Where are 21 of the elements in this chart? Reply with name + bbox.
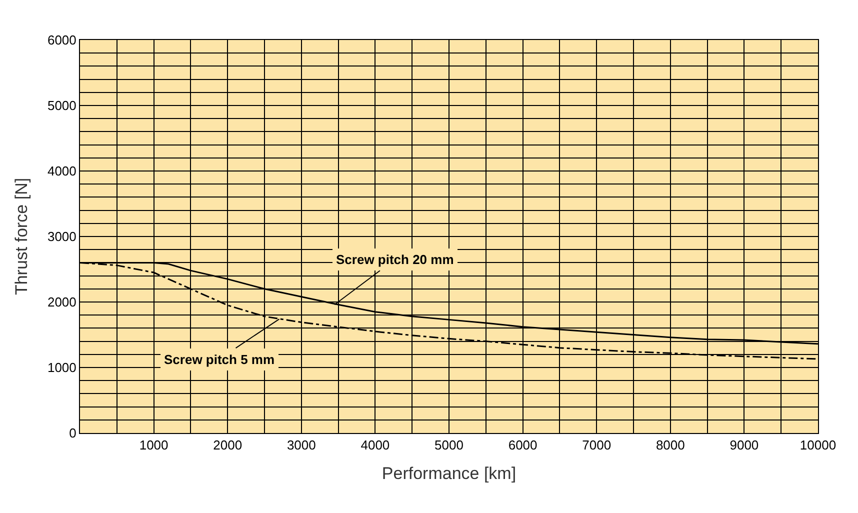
x-tick-label: 10000 xyxy=(800,438,836,453)
x-tick-label: 3000 xyxy=(286,438,316,453)
x-tick-label: 9000 xyxy=(730,438,759,453)
x-tick-label: 1000 xyxy=(139,438,168,453)
x-axis-title: Performance [km] xyxy=(382,464,516,483)
x-tick-label: 6000 xyxy=(508,438,538,453)
x-tick-label: 2000 xyxy=(213,438,242,453)
y-axis-title: Thrust force [N] xyxy=(12,178,32,296)
y-tick-label: 0 xyxy=(69,426,76,441)
x-tick-label: 5000 xyxy=(434,438,464,453)
x-tick-label: 4000 xyxy=(360,438,390,453)
annotation: Screw pitch 20 mm xyxy=(336,252,454,267)
y-tick-label: 6000 xyxy=(47,32,76,48)
x-tick-label: 8000 xyxy=(656,438,685,453)
y-tick-label: 1000 xyxy=(47,360,76,376)
y-tick-label: 2000 xyxy=(47,294,76,310)
y-tick-label: 5000 xyxy=(47,98,76,114)
y-tick-label: 3000 xyxy=(47,229,76,244)
y-tick-label: 4000 xyxy=(47,164,76,179)
x-tick-label: 7000 xyxy=(582,438,612,453)
annotation: Screw pitch 5 mm xyxy=(164,352,275,367)
